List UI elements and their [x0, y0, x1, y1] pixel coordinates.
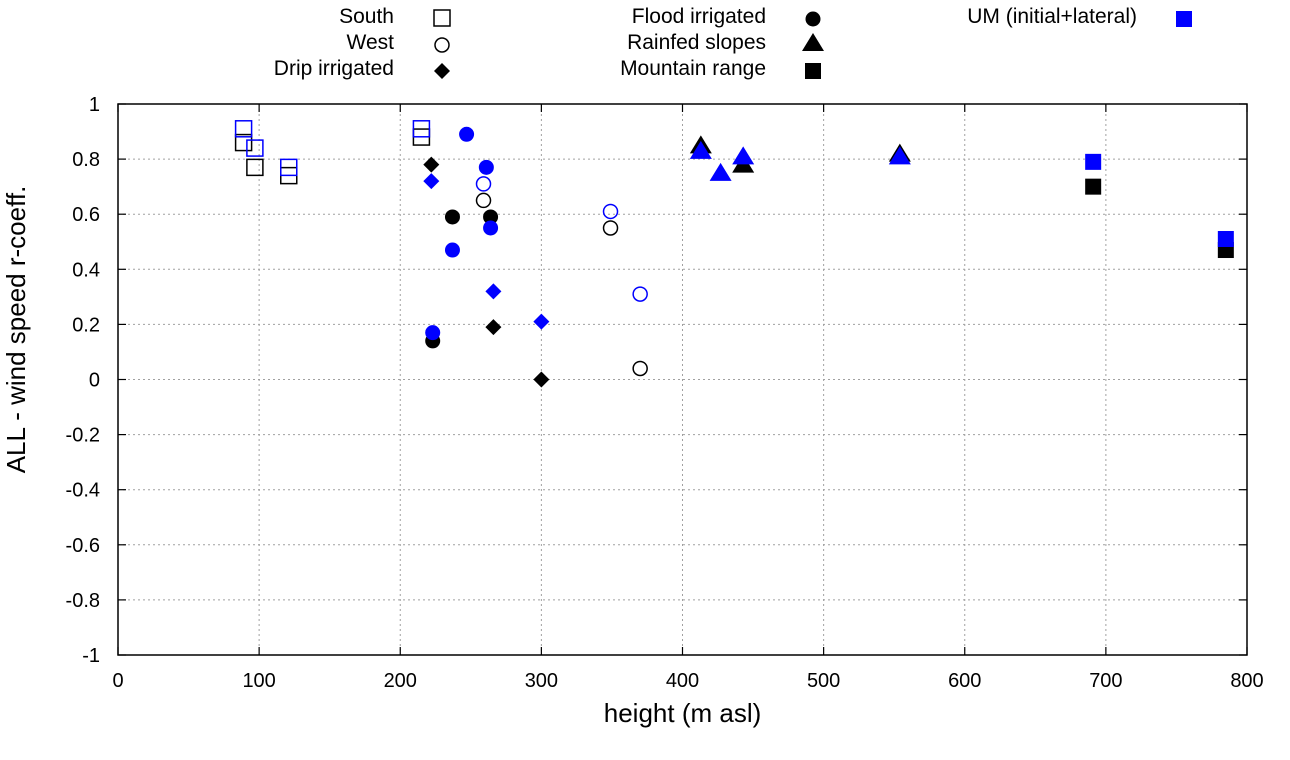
- data-points: [234, 120, 1234, 388]
- legend-marker-icon: [1176, 11, 1192, 27]
- data-point: [478, 159, 494, 175]
- axis-ticks: [117, 103, 1248, 656]
- series-rainfed-slopes-um: [689, 140, 911, 181]
- legend-entry: South: [339, 5, 451, 28]
- data-point: [459, 126, 475, 142]
- data-point: [246, 139, 264, 157]
- legend-entry: Flood irrigated: [632, 5, 821, 28]
- y-tick-label: 0: [89, 370, 100, 392]
- data-point: [246, 158, 264, 177]
- data-point: [475, 176, 492, 192]
- y-tick-label: 0.8: [72, 149, 100, 171]
- data-point: [485, 319, 502, 336]
- y-tick-label: -1: [82, 645, 100, 667]
- y-axis-title: ALL - wind speed r-coeff.: [1, 186, 31, 474]
- y-tick-label: -0.4: [66, 480, 100, 502]
- data-point: [423, 156, 440, 173]
- y-tick-label: 0.2: [72, 314, 100, 336]
- data-point: [732, 146, 755, 165]
- x-tick-label: 100: [242, 670, 275, 692]
- data-point: [888, 146, 911, 165]
- y-tick-label: 0.4: [72, 259, 100, 281]
- legend-entry: Rainfed slopes: [627, 31, 824, 54]
- data-point: [533, 371, 550, 388]
- legend: South West Drip irrigated Flood irrigated Ra…: [274, 5, 1192, 80]
- legend-entry: UM (initial+lateral): [967, 5, 1192, 28]
- series-flood-irrigated-um: [425, 126, 499, 341]
- x-tick-label: 0: [112, 670, 123, 692]
- x-tick-label: 300: [525, 670, 558, 692]
- series-mountain-range-um: [1085, 153, 1234, 247]
- x-tick-label: 600: [948, 670, 981, 692]
- x-tick-label: 500: [807, 670, 840, 692]
- y-tick-label: 1: [89, 94, 100, 116]
- data-point: [423, 173, 440, 190]
- data-point: [689, 140, 712, 159]
- data-point: [444, 209, 460, 225]
- series-flood-irrigated: [425, 209, 499, 349]
- x-tick-label: 700: [1089, 670, 1122, 692]
- data-point: [444, 242, 460, 258]
- legend-entry: Drip irrigated: [274, 57, 450, 80]
- data-point: [1085, 153, 1102, 170]
- legend-marker-icon: [433, 9, 451, 27]
- data-point: [1085, 178, 1102, 195]
- data-point: [475, 192, 492, 209]
- data-point: [533, 313, 550, 330]
- x-axis-title: height (m asl): [604, 698, 762, 728]
- y-tick-label: 0.6: [72, 204, 100, 226]
- legend-marker-icon: [805, 11, 821, 27]
- legend-label: Rainfed slopes: [627, 31, 766, 54]
- data-point: [425, 325, 441, 341]
- legend-label: South: [339, 5, 394, 28]
- series-west: [475, 192, 648, 377]
- x-tick-labels: 0 100 200 300 400 500 600 700 800: [112, 670, 1263, 692]
- legend-label: Flood irrigated: [632, 5, 766, 28]
- data-point: [632, 286, 648, 302]
- x-tick-label: 400: [666, 670, 699, 692]
- data-point: [412, 120, 431, 138]
- data-point: [483, 209, 499, 225]
- data-point: [632, 360, 648, 377]
- series-drip-irrigated: [423, 156, 550, 388]
- series-drip-irrigated-um: [423, 173, 550, 330]
- legend-marker-icon: [434, 37, 450, 53]
- data-point: [234, 120, 253, 138]
- data-point: [485, 283, 502, 300]
- data-point: [483, 220, 499, 236]
- y-tick-label: -0.8: [66, 590, 100, 612]
- legend-label: West: [347, 31, 395, 54]
- series-mountain-range: [1085, 178, 1234, 259]
- data-point: [234, 133, 253, 152]
- y-tick-label: -0.6: [66, 535, 100, 557]
- data-point: [602, 203, 619, 220]
- data-point: [1217, 230, 1234, 247]
- legend-entry: Mountain range: [620, 57, 821, 80]
- series-south-um: [234, 120, 431, 177]
- y-tick-labels: 1 0.8 0.6 0.4 0.2 0 -0.2 -0.4 -0.6 -0.8 -1: [66, 94, 100, 667]
- grid-lines: [118, 104, 1247, 655]
- legend-marker-icon: [805, 63, 821, 79]
- x-tick-label: 800: [1230, 670, 1263, 692]
- x-tick-label: 200: [384, 670, 417, 692]
- legend-entry: West: [347, 31, 450, 54]
- y-tick-label: -0.2: [66, 425, 100, 447]
- data-point: [280, 158, 298, 177]
- data-point: [602, 220, 619, 236]
- legend-label: Mountain range: [620, 57, 766, 80]
- legend-marker-icon: [434, 63, 450, 79]
- data-point: [709, 162, 732, 181]
- legend-marker-icon: [802, 33, 824, 51]
- series-west-um: [475, 176, 648, 302]
- legend-label: UM (initial+lateral): [967, 5, 1137, 28]
- legend-label: Drip irrigated: [274, 57, 394, 80]
